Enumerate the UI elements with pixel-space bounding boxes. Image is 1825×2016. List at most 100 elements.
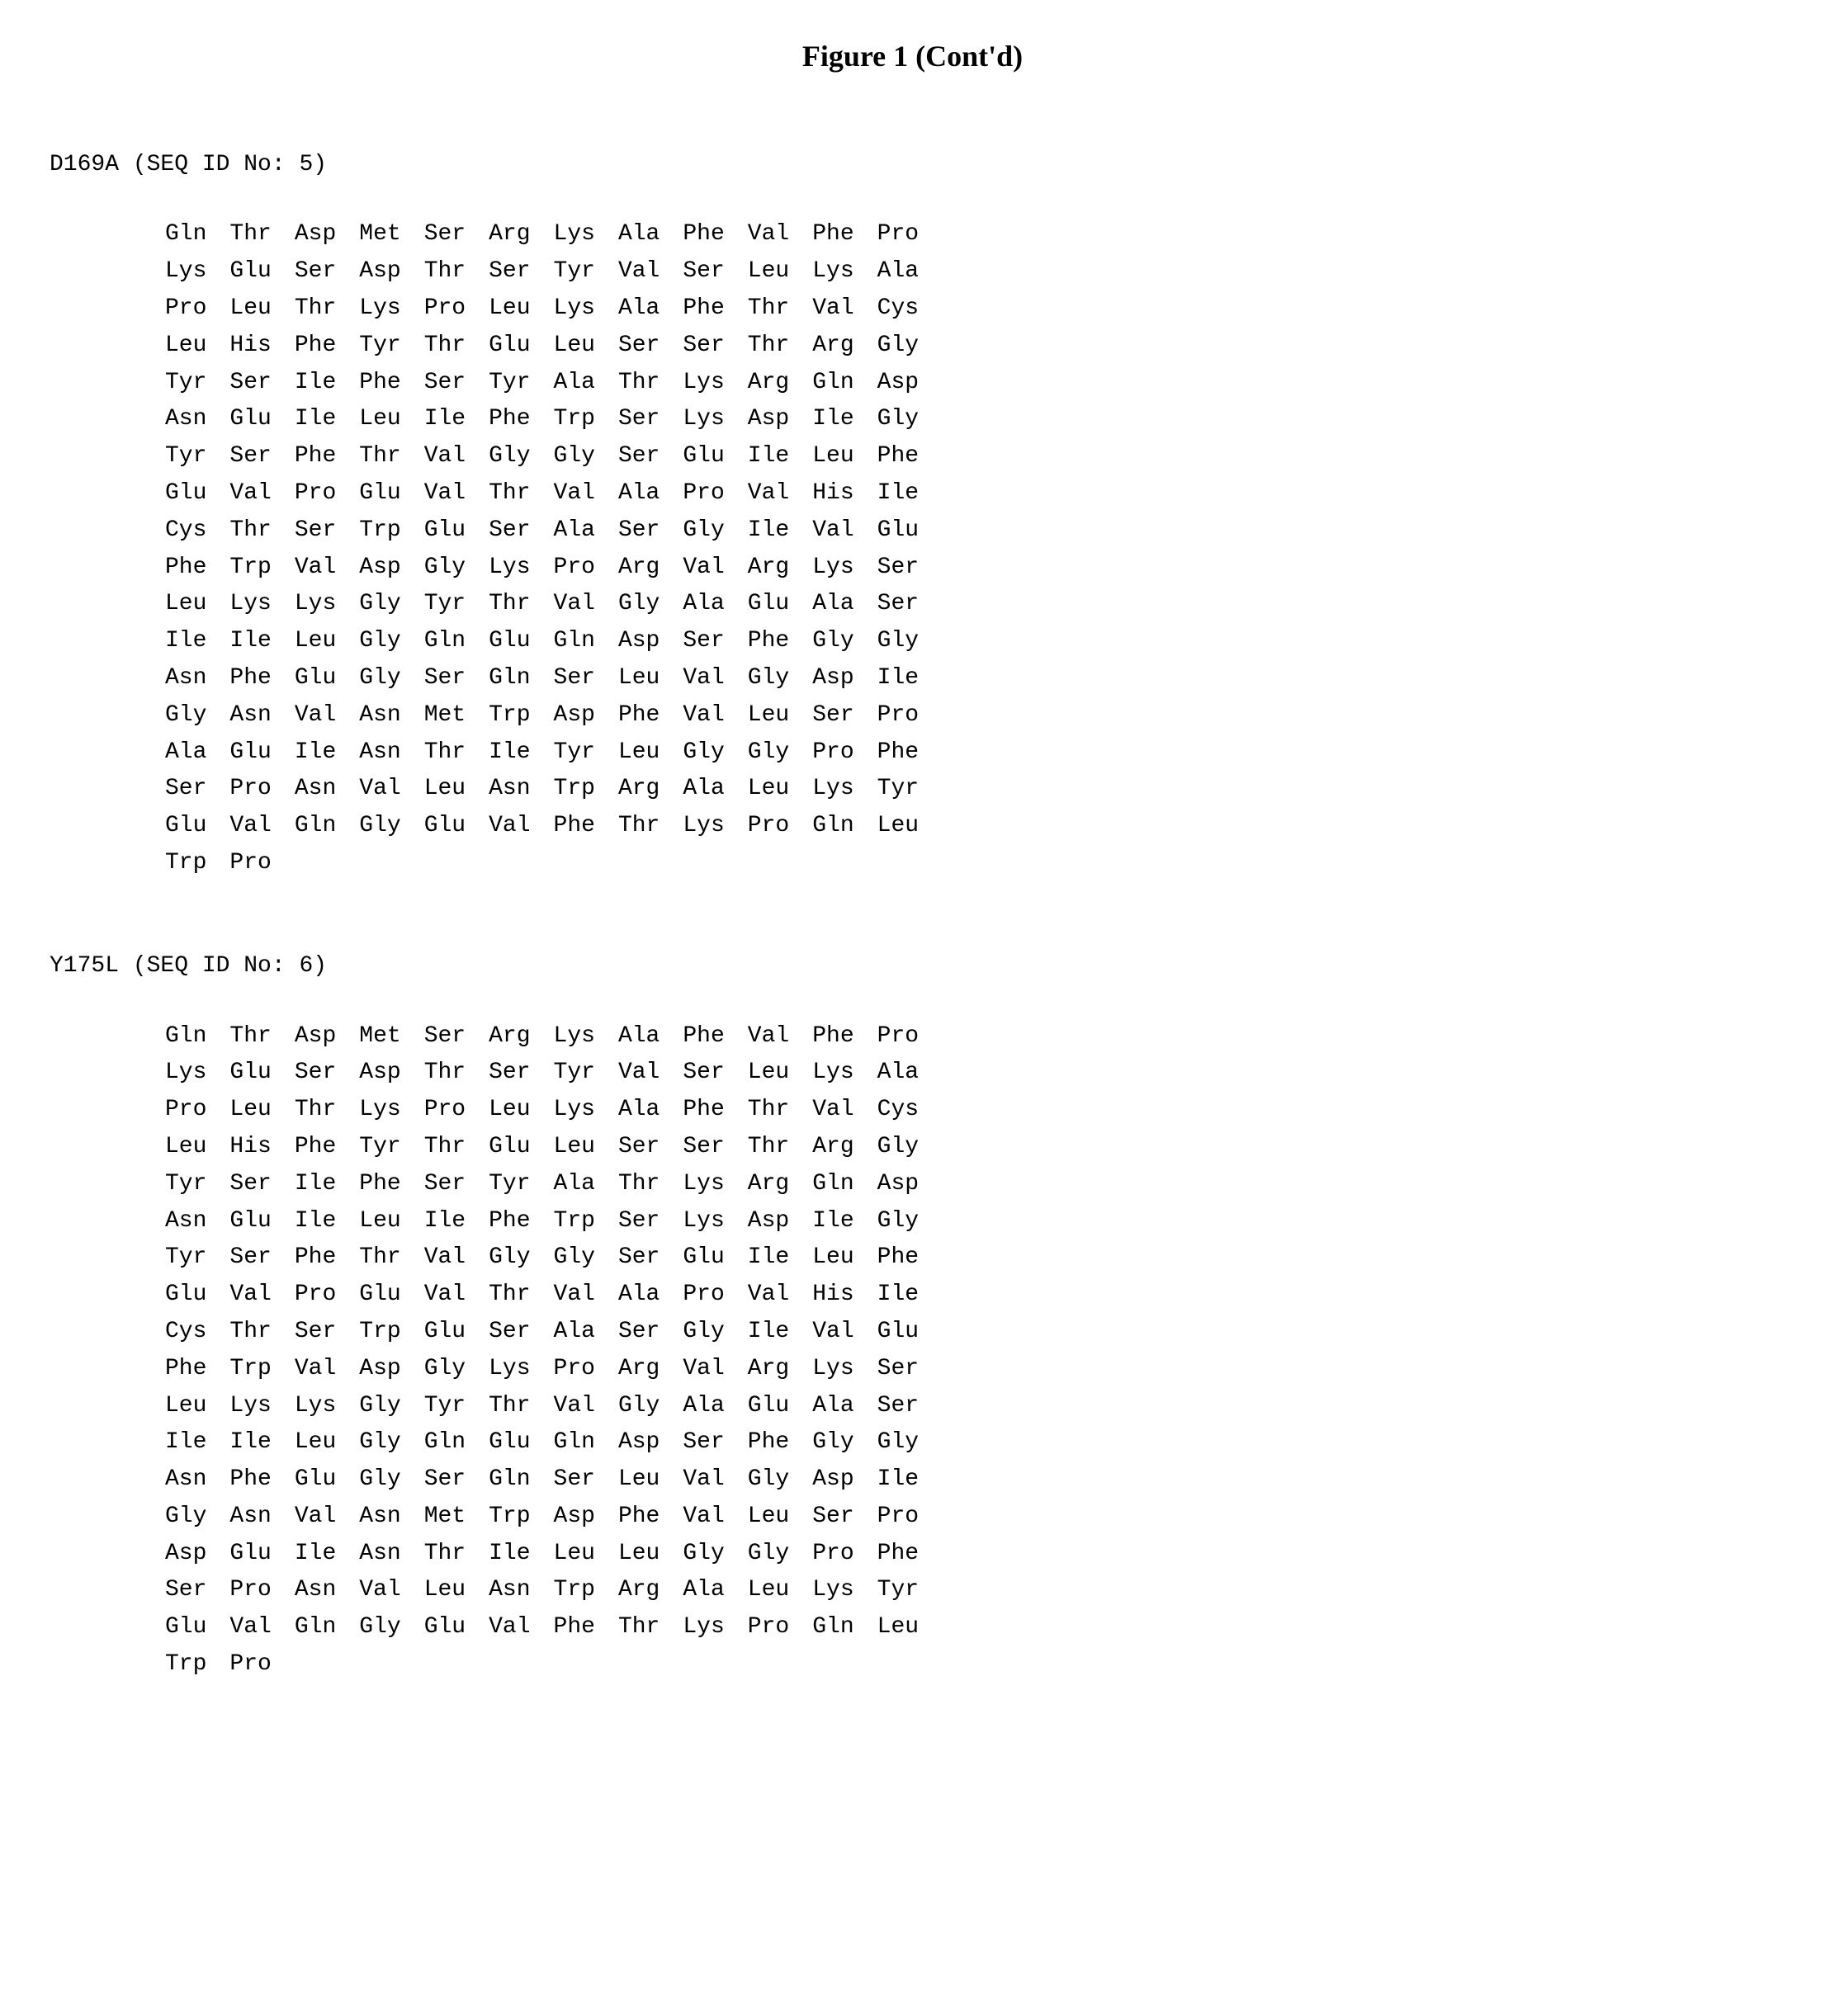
residue-cell: Arg: [489, 216, 553, 253]
residue-cell: Ile: [295, 365, 359, 402]
residue-cell: Ala: [812, 586, 877, 623]
residue-cell: Ala: [683, 586, 747, 623]
residue-cell: Ser: [683, 1055, 747, 1092]
residue-cell: Leu: [229, 290, 294, 328]
residue-cell: Leu: [618, 1536, 683, 1573]
residue-cell: Asp: [359, 253, 423, 290]
residue-cell: Ala: [877, 1055, 942, 1092]
residue-cell: Ile: [748, 1314, 812, 1351]
residue-cell: Pro: [877, 697, 942, 734]
residue-cell: Tyr: [424, 586, 489, 623]
residue-cell: Ile: [229, 623, 294, 660]
residue-cell: Arg: [748, 550, 812, 587]
residue-cell: Leu: [877, 808, 942, 845]
residue-cell: Glu: [229, 253, 294, 290]
residue-cell: Gly: [877, 1129, 942, 1166]
residue-cell: Leu: [748, 1572, 812, 1609]
residue-cell: Gln: [554, 623, 618, 660]
residue-cell: Lys: [295, 586, 359, 623]
sequence-row: AsnGluIleLeuIlePheTrpSerLysAspIleGly: [165, 1203, 942, 1240]
residue-cell: Gln: [554, 1424, 618, 1461]
residue-cell: Leu: [489, 1092, 553, 1129]
residue-cell: Gly: [683, 512, 747, 550]
residue-cell: Ser: [877, 550, 942, 587]
residue-cell: Ile: [877, 660, 942, 697]
residue-cell: Phe: [554, 808, 618, 845]
residue-cell: Ile: [748, 512, 812, 550]
sequence-header: Y175L (SEQ ID No: 6): [50, 948, 1775, 985]
residue-cell: Gln: [489, 660, 553, 697]
residue-cell: Pro: [812, 734, 877, 772]
residue-cell: Trp: [554, 771, 618, 808]
residue-cell: Ala: [618, 475, 683, 512]
residue-cell: Phe: [812, 1018, 877, 1055]
residue-cell: Glu: [229, 1203, 294, 1240]
residue-cell: Leu: [424, 771, 489, 808]
residue-cell: Val: [618, 1055, 683, 1092]
residue-cell: Phe: [295, 438, 359, 475]
residue-cell: Phe: [683, 1092, 747, 1129]
residue-cell: Gly: [165, 697, 229, 734]
residue-cell: Gln: [424, 1424, 489, 1461]
residue-cell: Phe: [618, 697, 683, 734]
sequence-row: AspGluIleAsnThrIleLeuLeuGlyGlyProPhe: [165, 1536, 942, 1573]
sequence-table: GlnThrAspMetSerArgLysAlaPheValPheProLysG…: [165, 1018, 942, 1683]
residue-cell: Asn: [489, 1572, 553, 1609]
residue-cell: Gly: [359, 660, 423, 697]
sequence-row: TrpPro: [165, 845, 942, 882]
residue-cell: Ser: [424, 1018, 489, 1055]
sequence-row: CysThrSerTrpGluSerAlaSerGlyIleValGlu: [165, 1314, 942, 1351]
residue-cell: Arg: [618, 1351, 683, 1388]
residue-cell: Trp: [359, 512, 423, 550]
residue-cell: Leu: [359, 1203, 423, 1240]
residue-cell: Ser: [618, 401, 683, 438]
residue-cell: Gly: [877, 623, 942, 660]
residue-cell: Met: [359, 1018, 423, 1055]
residue-cell: Gln: [812, 365, 877, 402]
residue-cell: Lys: [683, 401, 747, 438]
sequence-row: LeuLysLysGlyTyrThrValGlyAlaGluAlaSer: [165, 1388, 942, 1425]
residue-cell: Val: [295, 1499, 359, 1536]
residue-cell: Thr: [618, 1166, 683, 1203]
residue-cell: Ala: [618, 1092, 683, 1129]
residue-cell: Gly: [424, 550, 489, 587]
residue-cell: Gly: [489, 1239, 553, 1277]
residue-cell: Ala: [618, 1018, 683, 1055]
residue-cell: [359, 845, 423, 882]
residue-cell: Gly: [359, 623, 423, 660]
residue-cell: Lys: [683, 808, 747, 845]
residue-cell: Leu: [748, 1055, 812, 1092]
sequence-row: ProLeuThrLysProLeuLysAlaPheThrValCys: [165, 1092, 942, 1129]
residue-cell: [683, 1646, 747, 1683]
residue-cell: Lys: [812, 550, 877, 587]
sequence-row: TyrSerIlePheSerTyrAlaThrLysArgGlnAsp: [165, 365, 942, 402]
residue-cell: Lys: [295, 1388, 359, 1425]
residue-cell: Thr: [424, 1129, 489, 1166]
residue-cell: Asn: [295, 1572, 359, 1609]
residue-cell: Ala: [618, 1277, 683, 1314]
residue-cell: Met: [359, 216, 423, 253]
residue-cell: Gly: [748, 1536, 812, 1573]
residue-cell: Pro: [229, 1646, 294, 1683]
residue-cell: Ile: [424, 1203, 489, 1240]
residue-cell: Phe: [877, 438, 942, 475]
residue-cell: Thr: [489, 475, 553, 512]
residue-cell: Tyr: [489, 1166, 553, 1203]
residue-cell: Leu: [165, 586, 229, 623]
residue-cell: Thr: [229, 512, 294, 550]
residue-cell: Glu: [877, 512, 942, 550]
residue-cell: Trp: [165, 845, 229, 882]
sequence-row: TrpPro: [165, 1646, 942, 1683]
residue-cell: Asp: [812, 660, 877, 697]
residue-cell: Ser: [554, 660, 618, 697]
residue-cell: Tyr: [165, 1166, 229, 1203]
residue-cell: Ser: [295, 1055, 359, 1092]
residue-cell: Ser: [424, 216, 489, 253]
residue-cell: Pro: [554, 1351, 618, 1388]
residue-cell: Val: [295, 697, 359, 734]
sequence-row: GlnThrAspMetSerArgLysAlaPheValPhePro: [165, 216, 942, 253]
residue-cell: Thr: [359, 1239, 423, 1277]
residue-cell: Asp: [877, 1166, 942, 1203]
residue-cell: Thr: [424, 253, 489, 290]
residue-cell: Val: [748, 1277, 812, 1314]
